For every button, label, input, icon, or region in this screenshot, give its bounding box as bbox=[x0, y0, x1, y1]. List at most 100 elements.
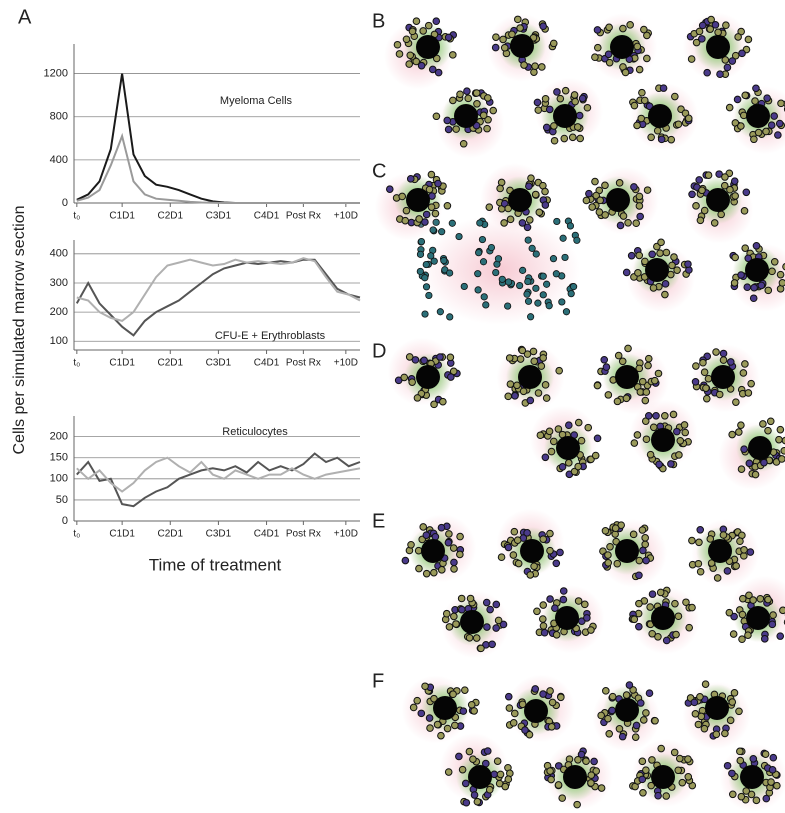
cell bbox=[614, 351, 623, 360]
cell bbox=[437, 566, 446, 574]
cell bbox=[760, 458, 768, 467]
cell bbox=[769, 611, 777, 619]
cell bbox=[499, 620, 508, 629]
cell bbox=[633, 121, 641, 130]
cell bbox=[456, 90, 464, 99]
cell bbox=[491, 43, 500, 52]
y-tick-label: 400 bbox=[50, 154, 68, 166]
cell bbox=[531, 62, 539, 70]
x-tick-label: +10D bbox=[334, 529, 358, 540]
cell bbox=[641, 396, 650, 405]
cell bbox=[669, 410, 678, 419]
cell bbox=[595, 208, 604, 216]
cell bbox=[555, 366, 563, 375]
cell bbox=[525, 182, 533, 191]
cell bbox=[630, 615, 639, 624]
cell bbox=[671, 92, 679, 101]
cell bbox=[676, 437, 685, 445]
cell bbox=[426, 724, 434, 732]
cell bbox=[728, 430, 736, 439]
cell bbox=[731, 51, 740, 60]
cell bbox=[455, 752, 463, 761]
cell bbox=[452, 620, 460, 628]
cell bbox=[640, 25, 648, 34]
cell bbox=[438, 228, 446, 236]
niche bbox=[615, 698, 639, 722]
cell bbox=[736, 756, 745, 765]
cell bbox=[682, 598, 690, 607]
cell bbox=[699, 358, 707, 367]
cell bbox=[444, 538, 453, 547]
cell bbox=[750, 135, 758, 144]
cell bbox=[657, 238, 665, 247]
cell bbox=[740, 445, 748, 453]
cell bbox=[546, 546, 554, 555]
niche bbox=[746, 606, 770, 630]
cell bbox=[613, 397, 622, 406]
cell bbox=[741, 91, 750, 100]
cell bbox=[437, 731, 445, 740]
cell bbox=[552, 270, 560, 278]
cell bbox=[421, 310, 429, 318]
cell bbox=[747, 790, 756, 799]
y-tick-label: 200 bbox=[50, 431, 68, 443]
cell bbox=[722, 21, 730, 30]
cell bbox=[420, 356, 428, 365]
cell bbox=[738, 594, 747, 603]
y-tick-label: 100 bbox=[50, 335, 68, 347]
cell bbox=[500, 219, 508, 227]
cell bbox=[401, 556, 410, 565]
cell bbox=[762, 794, 771, 803]
cell bbox=[661, 280, 670, 288]
cell bbox=[576, 134, 584, 143]
cell bbox=[764, 595, 772, 604]
x-tick-label: C1D1 bbox=[109, 211, 135, 222]
niche bbox=[706, 35, 730, 59]
cell bbox=[712, 348, 720, 356]
cell bbox=[493, 757, 502, 765]
cell bbox=[483, 124, 491, 133]
cell bbox=[630, 439, 639, 447]
cell bbox=[728, 769, 736, 778]
niche bbox=[615, 539, 639, 563]
cell bbox=[499, 35, 507, 44]
cell bbox=[449, 544, 458, 552]
cell bbox=[492, 33, 500, 41]
cell bbox=[440, 256, 448, 265]
cell bbox=[385, 185, 394, 193]
cell bbox=[574, 462, 582, 471]
cell bbox=[646, 603, 654, 611]
cell bbox=[408, 27, 417, 36]
cell bbox=[644, 411, 653, 420]
cell bbox=[751, 97, 759, 105]
cell bbox=[640, 96, 649, 105]
cell bbox=[415, 564, 423, 573]
cell bbox=[754, 128, 763, 137]
cell bbox=[732, 398, 740, 406]
cell bbox=[408, 378, 416, 386]
cell bbox=[700, 368, 709, 377]
cell bbox=[571, 97, 579, 106]
cell bbox=[777, 99, 785, 108]
cell bbox=[552, 631, 561, 639]
niche bbox=[748, 436, 772, 460]
cell bbox=[466, 594, 475, 603]
cell bbox=[573, 800, 581, 809]
cell bbox=[496, 184, 504, 193]
cell bbox=[449, 51, 457, 59]
cell bbox=[776, 270, 785, 279]
cell bbox=[463, 87, 471, 96]
cell bbox=[556, 94, 565, 103]
cell bbox=[578, 94, 587, 103]
cell bbox=[505, 354, 514, 362]
panel-label: E bbox=[372, 510, 385, 532]
niche bbox=[524, 699, 548, 723]
cell bbox=[684, 773, 693, 781]
cell bbox=[433, 720, 442, 729]
x-tick-label: C3D1 bbox=[206, 358, 232, 369]
cell bbox=[737, 122, 745, 130]
cell bbox=[425, 185, 434, 194]
cell bbox=[672, 630, 680, 639]
cell bbox=[473, 797, 482, 806]
cell bbox=[608, 706, 616, 715]
